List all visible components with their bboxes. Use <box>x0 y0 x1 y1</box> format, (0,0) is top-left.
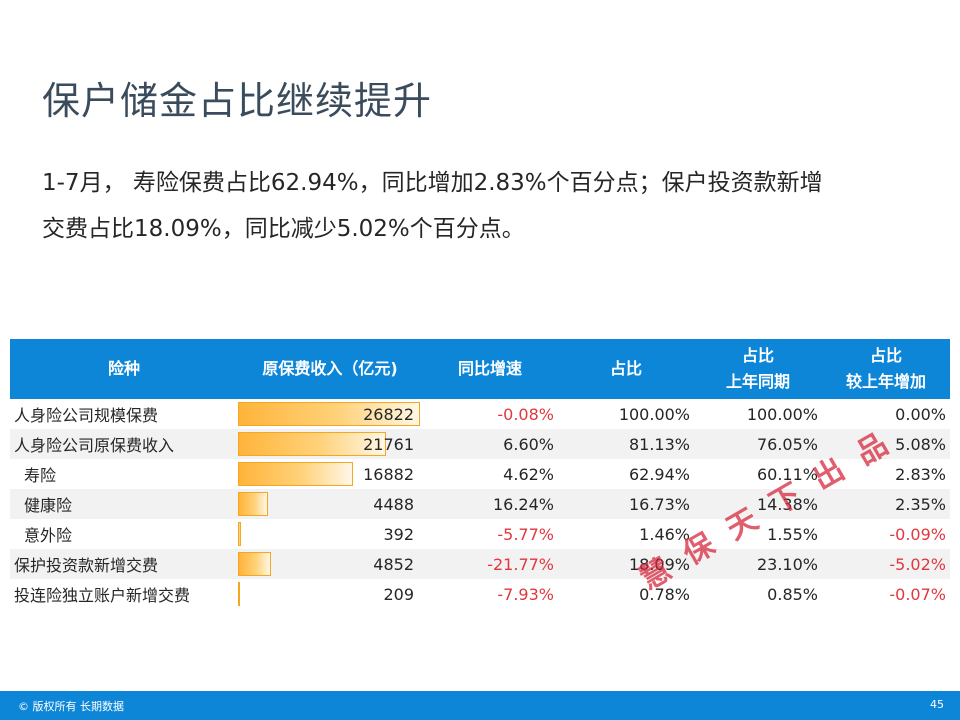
cell-income: 4488 <box>238 489 422 519</box>
cell-income: 26822 <box>238 399 422 429</box>
cell-yoy: -5.77% <box>497 524 554 544</box>
summary-line-1: 1-7月， 寿险保费占比62.94%，同比增加2.83%个百分点；保户投资款新增 <box>42 170 823 196</box>
cell-share: 62.94% <box>628 464 690 484</box>
cell-type: 人身险公司规模保费 <box>14 406 159 425</box>
cell-yoy: -0.08% <box>497 404 554 424</box>
table-row: 意外险 392 -5.77% 1.46% 1.55% -0.09% <box>10 519 950 549</box>
header-share: 占比 <box>558 339 694 399</box>
cell-yoy: -21.77% <box>422 549 558 579</box>
summary-line-2: 交费占比18.09%，同比减少5.02%个百分点。 <box>42 216 525 242</box>
cell-share-last: 0.85% <box>767 584 818 604</box>
header-share-last: 占比 上年同期 <box>694 339 822 399</box>
income-value: 21761 <box>363 434 414 454</box>
income-data-bar <box>238 492 268 516</box>
cell-share-last: 1.55% <box>767 524 818 544</box>
income-data-bar <box>238 522 241 546</box>
income-value: 16882 <box>363 464 414 484</box>
cell-share: 81.13% <box>558 429 694 459</box>
cell-share: 0.78% <box>639 584 690 604</box>
cell-yoy: 4.62% <box>503 464 554 484</box>
income-data-bar <box>238 462 353 486</box>
income-value: 392 <box>383 524 414 544</box>
cell-type: 意外险 <box>24 526 73 545</box>
cell-share-last: 23.10% <box>694 549 822 579</box>
income-value: 26822 <box>363 404 414 424</box>
cell-share: 1.46% <box>639 524 690 544</box>
header-share-diff: 占比 较上年增加 <box>822 339 950 399</box>
cell-income: 4852 <box>238 549 422 579</box>
cell-type: 人身险公司原保费收入 <box>10 429 238 459</box>
header-share-last-line1: 占比 <box>741 346 774 365</box>
footer-copyright: © 版权所有 长期数据 <box>18 700 124 713</box>
cell-share-last: 14.38% <box>694 489 822 519</box>
table-row: 寿险 16882 4.62% 62.94% 60.11% 2.83% <box>10 459 950 489</box>
table-row: 人身险公司原保费收入 21761 6.60% 81.13% 76.05% 5.08% <box>10 429 950 459</box>
table-row: 投连险独立账户新增交费 209 -7.93% 0.78% 0.85% -0.07% <box>10 579 950 609</box>
income-data-bar <box>238 582 240 606</box>
cell-type: 寿险 <box>24 466 57 485</box>
income-data-bar <box>238 552 271 576</box>
premium-table: 险种 原保费收入（亿元) 同比增速 占比 占比上年同期 占比较上年增加 人身险公… <box>10 339 950 609</box>
cell-share-last: 76.05% <box>694 429 822 459</box>
income-value: 4488 <box>373 494 414 514</box>
cell-yoy: -7.93% <box>497 584 554 604</box>
cell-type: 投连险独立账户新增交费 <box>14 586 191 605</box>
footer-bar: © 版权所有 长期数据 45 <box>0 691 960 720</box>
summary-text: 1-7月， 寿险保费占比62.94%，同比增加2.83%个百分点；保户投资款新增… <box>42 160 932 252</box>
cell-income: 392 <box>238 519 422 549</box>
cell-share: 100.00% <box>618 404 690 424</box>
header-type: 险种 <box>10 339 238 399</box>
cell-income: 209 <box>238 579 422 609</box>
cell-share-last: 100.00% <box>746 404 818 424</box>
table-row: 健康险 4488 16.24% 16.73% 14.38% 2.35% <box>10 489 950 519</box>
cell-share-diff: 5.08% <box>822 429 950 459</box>
cell-share: 16.73% <box>558 489 694 519</box>
cell-share-last: 60.11% <box>756 464 818 484</box>
income-data-bar <box>238 432 386 456</box>
header-income: 原保费收入（亿元) <box>238 339 422 399</box>
page-title: 保户储金占比继续提升 <box>42 79 433 123</box>
page-number: 45 <box>930 698 944 711</box>
cell-type: 健康险 <box>10 489 238 519</box>
income-value: 4852 <box>373 554 414 574</box>
table-row: 人身险公司规模保费 26822 -0.08% 100.00% 100.00% 0.00% <box>10 399 950 429</box>
header-share-last-line2: 上年同期 <box>725 372 790 391</box>
cell-share-diff: -0.09% <box>889 524 946 544</box>
table-header-row: 险种 原保费收入（亿元) 同比增速 占比 占比上年同期 占比较上年增加 <box>10 339 950 399</box>
table-row: 保护投资款新增交费 4852 -21.77% 18.09% 23.10% -5.02% <box>10 549 950 579</box>
income-data-bar <box>238 402 420 426</box>
income-value: 209 <box>383 584 414 604</box>
cell-share: 18.09% <box>558 549 694 579</box>
cell-share-diff: 2.35% <box>822 489 950 519</box>
cell-share-diff: 2.83% <box>895 464 946 484</box>
cell-share-diff: 0.00% <box>895 404 946 424</box>
header-share-diff-line1: 占比 <box>869 346 902 365</box>
cell-yoy: 16.24% <box>422 489 558 519</box>
cell-share-diff: -5.02% <box>822 549 950 579</box>
header-yoy: 同比增速 <box>422 339 558 399</box>
cell-income: 21761 <box>238 429 422 459</box>
cell-yoy: 6.60% <box>422 429 558 459</box>
header-share-diff-line2: 较上年增加 <box>845 372 926 391</box>
cell-type: 保护投资款新增交费 <box>10 549 238 579</box>
cell-share-diff: -0.07% <box>889 584 946 604</box>
cell-income: 16882 <box>238 459 422 489</box>
